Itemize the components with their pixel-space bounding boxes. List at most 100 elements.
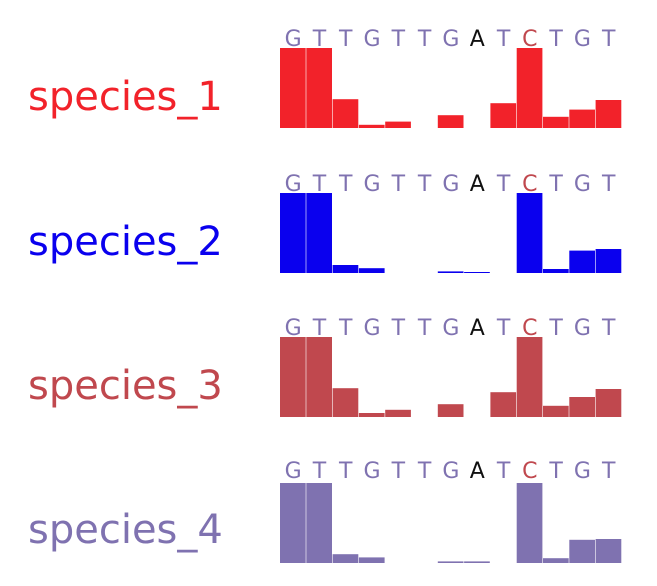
nucleotide-label: T (338, 27, 353, 52)
nucleotide-label: T (601, 459, 616, 484)
nucleotide-label: T (417, 459, 432, 484)
bar (437, 271, 464, 273)
bar (569, 539, 595, 563)
nucleotide-label: C (522, 459, 537, 484)
bar (464, 272, 490, 273)
bar (516, 193, 543, 273)
bar (490, 392, 517, 417)
nucleotide-label: C (522, 316, 537, 341)
nucleotide-label: T (601, 316, 616, 341)
nucleotide-label: T (601, 27, 616, 52)
nucleotide-label: T (391, 459, 406, 484)
bar (358, 124, 385, 128)
nucleotide-label: T (338, 172, 353, 197)
nucleotide-label: G (285, 316, 302, 341)
nucleotide-label: G (364, 316, 381, 341)
nucleotide-label: A (470, 27, 485, 52)
bar (358, 557, 385, 563)
species-label-1: species_1 (28, 74, 223, 120)
bar (437, 115, 464, 128)
bar (595, 389, 622, 417)
bar (280, 48, 306, 128)
bar (516, 337, 543, 417)
species-label-4: species_4 (28, 507, 223, 553)
bar (569, 397, 595, 417)
bar (385, 121, 411, 128)
bar (516, 48, 543, 128)
nucleotide-label: T (312, 316, 327, 341)
nucleotide-label: G (442, 316, 459, 341)
bar (543, 558, 569, 563)
nucleotide-label: G (364, 27, 381, 52)
nucleotide-label: A (470, 172, 485, 197)
nucleotide-label: T (391, 27, 406, 52)
bar (385, 409, 411, 417)
species-label-3: species_3 (28, 363, 223, 409)
nucleotide-label: G (285, 459, 302, 484)
nucleotide-label: G (574, 27, 591, 52)
nucleotide-label: C (522, 172, 537, 197)
nucleotide-label: G (285, 172, 302, 197)
bar (280, 337, 306, 417)
bar (569, 250, 595, 273)
bar (280, 483, 306, 563)
bar (543, 116, 569, 128)
nucleotide-label: T (417, 27, 432, 52)
bar (437, 404, 464, 417)
nucleotide-label: T (548, 459, 563, 484)
nucleotide-label: T (312, 27, 327, 52)
bar (306, 48, 332, 128)
bar (595, 539, 622, 563)
nucleotide-label: T (548, 27, 563, 52)
bar (306, 337, 332, 417)
bar (543, 405, 569, 417)
bar (280, 193, 306, 273)
nucleotide-label: T (548, 172, 563, 197)
nucleotide-label: T (391, 316, 406, 341)
nucleotide-label: G (285, 27, 302, 52)
bar (595, 100, 622, 128)
nucleotide-label: T (496, 172, 511, 197)
nucleotide-label: G (442, 459, 459, 484)
nucleotide-label: T (601, 172, 616, 197)
nucleotide-label: T (496, 459, 511, 484)
species-label-2: species_2 (28, 219, 223, 265)
nucleotide-label: G (442, 172, 459, 197)
bar (490, 103, 517, 128)
bar (358, 413, 385, 417)
nucleotide-label: G (574, 459, 591, 484)
nucleotide-label: G (364, 459, 381, 484)
nucleotide-label: T (338, 316, 353, 341)
nucleotide-label: T (312, 172, 327, 197)
nucleotide-label: T (496, 27, 511, 52)
bar (332, 265, 359, 273)
nucleotide-label: G (574, 172, 591, 197)
bar (306, 193, 332, 273)
bar (595, 249, 622, 273)
bar (332, 554, 359, 563)
nucleotide-label: A (470, 316, 485, 341)
nucleotide-label: G (364, 172, 381, 197)
nucleotide-label: T (548, 316, 563, 341)
bar (306, 483, 332, 563)
bar (437, 561, 464, 563)
nucleotide-label: T (496, 316, 511, 341)
nucleotide-label: C (522, 27, 537, 52)
bar (516, 483, 543, 563)
bar (332, 99, 359, 128)
nucleotide-label: A (470, 459, 485, 484)
nucleotide-label: G (574, 316, 591, 341)
bar (358, 268, 385, 273)
nucleotide-label: T (417, 172, 432, 197)
nucleotide-label: T (391, 172, 406, 197)
nucleotide-label: T (417, 316, 432, 341)
nucleotide-label: T (312, 459, 327, 484)
nucleotide-label: G (442, 27, 459, 52)
bar (464, 561, 490, 563)
